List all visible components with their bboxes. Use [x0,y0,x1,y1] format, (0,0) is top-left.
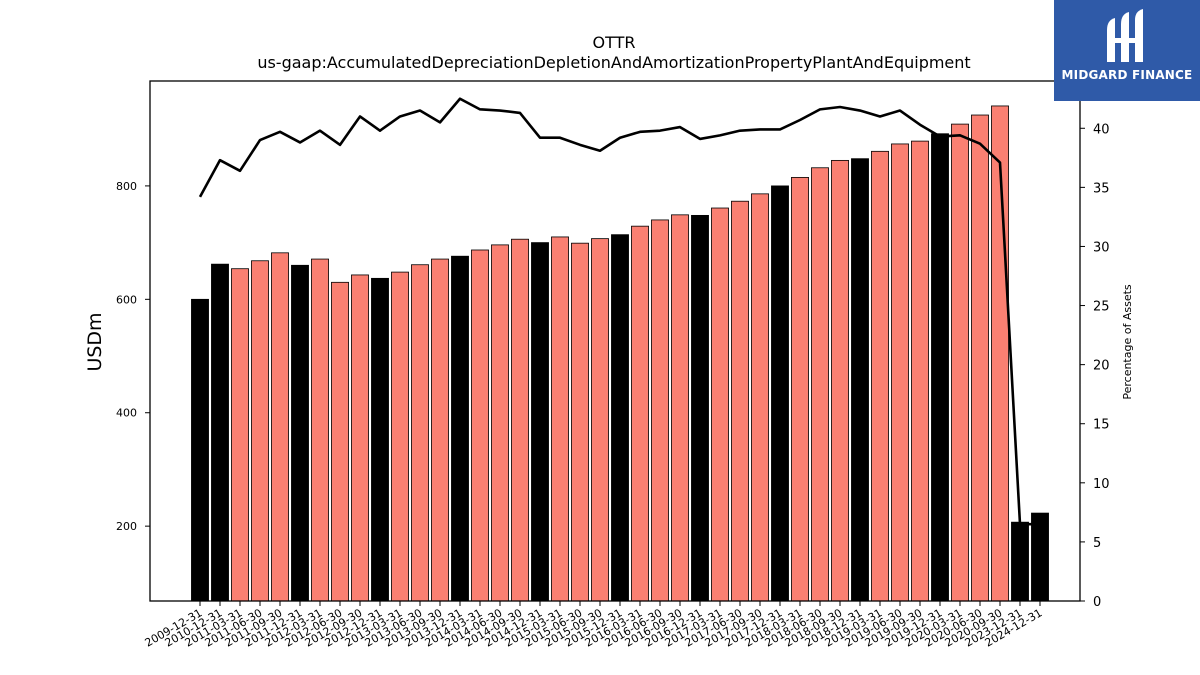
bar-2014-09-30 [511,238,529,602]
bar-2020-03-31 [951,123,969,602]
bar-2017-12-31 [771,185,789,602]
bar-2012-06-30 [331,281,349,602]
bar-2020-06-30 [971,114,989,602]
bar-2015-06-30 [571,242,589,602]
bar-2015-09-30 [591,238,609,602]
bar-2017-09-30 [751,193,769,602]
bar-2010-12-31 [211,263,229,602]
bar-2019-03-31 [871,150,889,602]
logo-text: MIDGARD FINANCE [1061,68,1193,82]
bar-2014-12-31 [531,242,549,602]
bar-2012-09-30 [351,274,369,602]
bar-2013-06-30 [411,264,429,602]
y2-tick-label: 40 [1093,122,1110,137]
y2-tick-label: 20 [1093,359,1110,374]
bar-2013-12-31 [451,255,469,602]
y2-tick-label: 25 [1093,300,1110,315]
y2-tick-label: 5 [1093,536,1101,551]
y2-tick-label: 30 [1093,240,1110,255]
y-tick-label: 800 [116,180,137,193]
chart-subtitle: us-gaap:AccumulatedDepreciationDepletion… [257,53,970,72]
bar-2017-03-31 [711,207,729,602]
bar-2009-12-31 [191,298,209,602]
bar-2015-03-31 [551,236,569,602]
brand-logo: MIDGARD FINANCE [1054,0,1200,101]
bar-2013-09-30 [431,258,449,602]
y2-tick-label: 35 [1093,181,1110,196]
bar-2018-03-31 [791,176,809,602]
bar-2013-03-31 [391,271,409,602]
bar-2011-03-31 [231,268,249,602]
bar-2014-06-30 [491,244,509,602]
bar-2018-12-31 [851,158,869,602]
bar-2015-12-31 [611,234,629,602]
pct-assets-line [198,97,1040,526]
bar-2017-06-30 [731,200,749,602]
bar-2019-12-31 [931,133,949,602]
bar-2024-12-31 [1031,512,1049,602]
y2-tick-label: 10 [1093,477,1110,492]
bar-2011-09-30 [271,252,289,602]
bar-2012-12-31 [371,277,389,602]
y-tick-label: 600 [116,293,137,306]
plot-frame [149,80,1081,602]
logo-mark-icon [1107,9,1143,62]
bar-2019-06-30 [891,143,909,602]
y-axis-label: USDm [84,312,106,371]
chart-title: OTTR [593,33,636,52]
bar-2016-03-31 [631,225,649,602]
bar-2018-09-30 [831,159,849,602]
y2-tick-label: 0 [1093,595,1101,610]
bar-2016-06-30 [651,219,669,602]
bar-2023-12-31 [1011,521,1029,602]
bar-2018-06-30 [811,167,829,602]
bar-2011-12-31 [291,264,309,602]
bar-2011-06-30 [251,260,269,602]
line-group [198,97,1040,526]
bars-group [191,105,1049,602]
y-tick-label: 400 [116,407,137,420]
bar-2014-03-31 [471,249,489,602]
bar-2016-09-30 [671,214,689,602]
y2-axis-label: Percentage of Assets [1121,284,1134,400]
y2-tick-label: 15 [1093,418,1110,433]
y-tick-label: 200 [116,520,137,533]
bar-2012-03-31 [311,258,329,602]
bar-2016-12-31 [691,214,709,602]
bar-2019-09-30 [911,140,929,602]
